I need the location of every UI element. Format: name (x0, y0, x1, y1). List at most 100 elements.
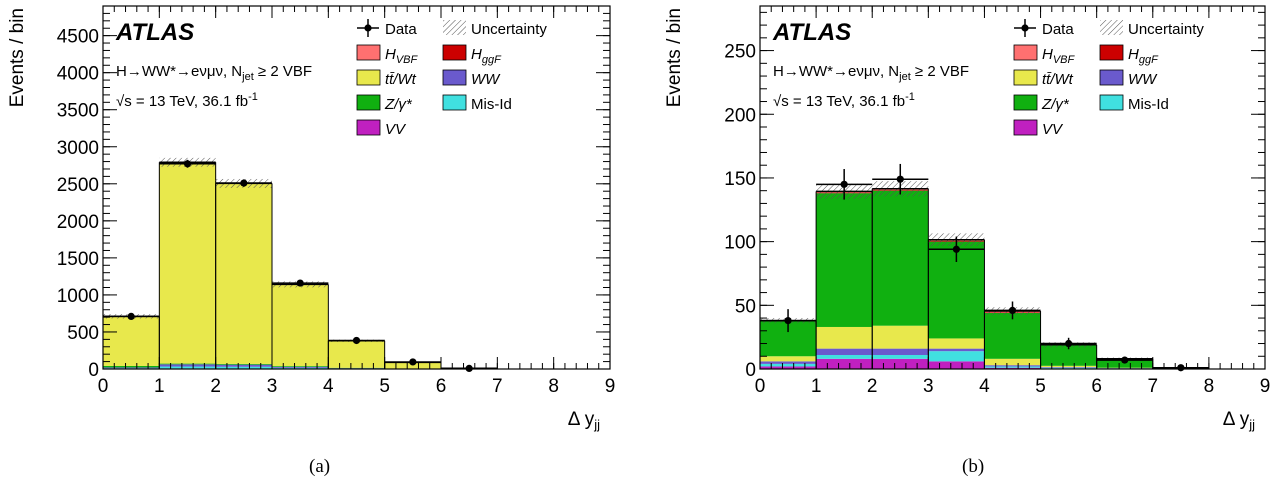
data-point (296, 279, 304, 287)
y-tick-label: 4500 (57, 27, 99, 48)
legend-label-ww: WW (471, 71, 501, 88)
process-label: H→WW*→eνμν, Njet ≥ 2 VBF (116, 63, 312, 83)
legend-label-misid-part: Mis-Id (471, 96, 512, 113)
legend-swatch-hvbf (356, 44, 381, 61)
y-axis-label: Events / bin (664, 8, 685, 107)
x-axis-label: Δ yjj (568, 409, 600, 432)
bar-segment (928, 348, 985, 352)
legend-label-data-part: Data (385, 21, 417, 38)
x-tick-label: 7 (1147, 376, 1158, 397)
x-tick-label: 6 (436, 376, 447, 397)
x-tick-label: 4 (979, 376, 990, 397)
legend-swatch-z (1013, 94, 1038, 111)
legend-label-tt: tt̄/Wt (1042, 71, 1074, 88)
legend-label-hggf: HggF (1128, 46, 1159, 66)
x-tick-label: 2 (867, 376, 878, 397)
y-tick-label: 0 (88, 360, 99, 381)
bar-segment (103, 316, 160, 366)
legend-label-unc-part: Uncertainty (1128, 21, 1204, 38)
process-label-part: jet (898, 71, 911, 83)
legend-uncertainty-swatch (443, 20, 466, 35)
legend-swatch-tt (356, 69, 381, 86)
x-tick-label: 9 (1260, 376, 1271, 397)
legend-label-hvbf: HVBF (385, 46, 419, 66)
bar-segment (272, 367, 329, 369)
y-tick-label: 0 (745, 360, 756, 381)
legend-swatch-vv (1013, 119, 1038, 136)
legend-label-vv-part: VV (385, 121, 407, 138)
legend-label-misid: Mis-Id (471, 96, 512, 113)
data-point (183, 160, 192, 168)
y-tick-label: 100 (724, 233, 756, 254)
legend-label-unc: Uncertainty (1128, 21, 1204, 38)
atlas-label: ATLAS (772, 19, 851, 46)
legend-swatch-hggf (442, 44, 467, 61)
y-tick-label: 50 (735, 296, 756, 317)
legend-label-data: Data (385, 21, 417, 38)
bar-segment (215, 363, 272, 365)
y-tick-label: 1500 (57, 249, 99, 270)
legend-swatch-hggf (1099, 44, 1124, 61)
bar-segment (760, 363, 817, 367)
bar-segment (1040, 367, 1097, 369)
data-point (952, 245, 960, 253)
energy-label-part: √s = 13 TeV, 36.1 fb (773, 93, 905, 110)
data-point (409, 358, 417, 366)
legend-label-hvbf-part: H (1042, 46, 1053, 63)
bar-segment (872, 354, 929, 359)
y-tick-label: 3000 (57, 138, 99, 159)
legend-label-z: Z/γ* (1041, 96, 1070, 113)
x-tick-label: 3 (267, 376, 278, 397)
legend-label-hvbf-part: H (385, 46, 396, 63)
bar-segment (872, 325, 929, 349)
x-axis-label-part: jj (1248, 417, 1255, 432)
legend-label-hggf: HggF (471, 46, 502, 66)
legend-swatch-misid (442, 94, 467, 111)
plot-frame (759, 5, 1266, 370)
bar-segment (159, 162, 216, 364)
bar-segment (872, 348, 929, 355)
legend-label-z: Z/γ* (384, 96, 413, 113)
bar-segment (928, 338, 985, 349)
legend-uncertainty-swatch (1100, 20, 1123, 35)
process-label-part: ≥ 2 VBF (254, 63, 312, 80)
bar-segment (272, 366, 329, 368)
bar-segment (159, 366, 216, 369)
bar-segment (1040, 345, 1097, 366)
legend-label-ww-part: WW (471, 71, 501, 88)
legend-label-vv: VV (385, 121, 407, 138)
data-point (127, 312, 135, 321)
bar-segment (215, 364, 272, 367)
y-tick-label: 200 (724, 105, 756, 126)
legend-label-vv-part: VV (1042, 121, 1064, 138)
y-tick-label: 500 (67, 323, 99, 344)
x-tick-label: 3 (923, 376, 934, 397)
x-axis-label-part: jj (593, 417, 600, 432)
y-tick-label: 150 (724, 169, 756, 190)
bar-segment (928, 351, 985, 362)
process-label-part: ≥ 2 VBF (911, 63, 969, 80)
y-tick-label: 4000 (57, 64, 99, 85)
chart-panel-b: 0 50 100 150 200 250 0 1 2 3 4 5 6 7 8 9 Events / bin Δ y… (664, 5, 1271, 432)
x-tick-label: 4 (323, 376, 334, 397)
legend-label-hggf-part: ggF (482, 54, 502, 66)
x-axis-label: Δ yjj (1223, 409, 1255, 432)
bar-segment (816, 358, 873, 369)
energy-label-part: -1 (905, 91, 915, 103)
x-tick-label: 0 (755, 376, 766, 397)
bar-segment (984, 358, 1041, 366)
y-tick-label: 1000 (57, 286, 99, 307)
data-point (352, 336, 361, 345)
x-tick-label: 5 (1035, 376, 1046, 397)
x-tick-label: 2 (210, 376, 221, 397)
bar-segment (1040, 367, 1097, 368)
legend-data-marker-dot (1021, 24, 1029, 32)
bar-segment (328, 340, 385, 368)
energy-label: √s = 13 TeV, 36.1 fb-1 (116, 91, 258, 110)
x-tick-label: 8 (1204, 376, 1215, 397)
data-point (1065, 339, 1073, 348)
legend-label-ww-part: WW (1128, 71, 1158, 88)
legend-swatch-ww (442, 69, 467, 86)
legend-label-tt-part: tt̄/Wt (385, 71, 417, 88)
